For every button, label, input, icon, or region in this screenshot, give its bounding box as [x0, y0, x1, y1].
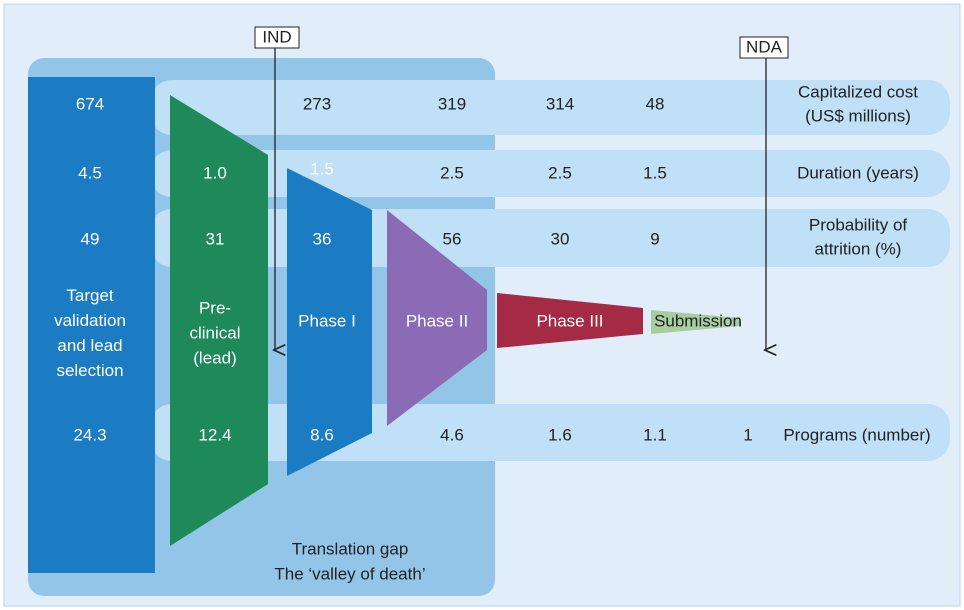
- stage-shape: [497, 293, 643, 348]
- row-band: [150, 150, 950, 197]
- metric-value: 8.6: [310, 425, 334, 444]
- metric-value: 31: [206, 229, 225, 248]
- metric-label: Capitalized cost: [798, 82, 918, 101]
- stage-label: Phase I: [298, 311, 356, 330]
- nda-box: [739, 36, 789, 59]
- metric-label: Programs (number): [783, 425, 930, 444]
- stage-shape: [287, 168, 372, 476]
- metric-value: 2.5: [440, 163, 464, 182]
- metric-value: 30: [551, 229, 570, 248]
- metric-value: 314: [546, 94, 574, 113]
- stage-label: and lead: [57, 336, 122, 355]
- stage-label: selection: [56, 361, 123, 380]
- stage-shape: [651, 310, 740, 334]
- metric-value: 4.6: [440, 425, 464, 444]
- metric-label: attrition (%): [815, 239, 902, 258]
- metric-label: Duration (years): [797, 163, 919, 182]
- metric-value: 319: [438, 94, 466, 113]
- metric-label: (US$ millions): [805, 106, 911, 125]
- metric-value: 48: [646, 94, 665, 113]
- stage-label: Target: [66, 286, 114, 305]
- marker-label: IND: [262, 27, 291, 46]
- metric-value: 9: [650, 229, 659, 248]
- metric-value: 1.6: [548, 425, 572, 444]
- metric-value: 49: [81, 229, 100, 248]
- metric-value: 1.0: [203, 163, 227, 182]
- metric-value: 2.5: [548, 163, 572, 182]
- stage-shape: [28, 77, 155, 573]
- stage-shape: [387, 210, 487, 426]
- ind-box: [254, 26, 300, 49]
- gap-label: Translation gap: [292, 539, 409, 558]
- stage-label: Phase III: [536, 311, 603, 330]
- stage-label: (lead): [193, 348, 236, 367]
- metric-value: 4.5: [78, 163, 102, 182]
- metric-value: 1.1: [643, 425, 667, 444]
- stage-label: clinical: [189, 323, 240, 342]
- stage-label: Pre-: [199, 298, 231, 317]
- metric-value: 674: [76, 94, 104, 113]
- gap-label: The ‘valley of death’: [274, 564, 425, 583]
- stage-shape: [170, 95, 268, 546]
- stage-label: Submission: [654, 311, 742, 330]
- metric-value: 1.5: [310, 159, 334, 178]
- metric-value: 273: [303, 94, 331, 113]
- marker-label: NDA: [746, 37, 783, 56]
- metric-value: 24.3: [73, 425, 106, 444]
- stage-label: validation: [54, 311, 126, 330]
- metric-value: 56: [443, 229, 462, 248]
- metric-value: 1.5: [643, 163, 667, 182]
- stage-label: Phase II: [406, 311, 468, 330]
- metric-value: 12.4: [198, 425, 231, 444]
- row-band: [150, 80, 950, 135]
- metric-value: 1: [743, 425, 752, 444]
- metric-label: Probability of: [809, 215, 908, 234]
- metric-value: 36: [313, 229, 332, 248]
